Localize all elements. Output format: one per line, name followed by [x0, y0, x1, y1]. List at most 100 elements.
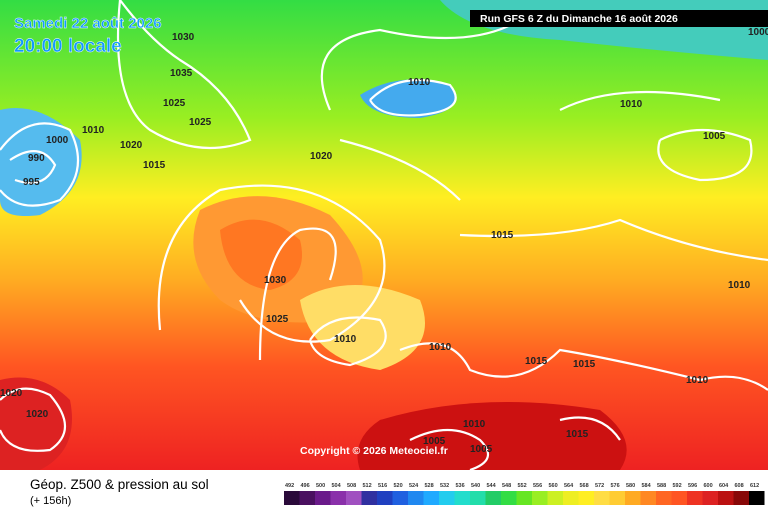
legend-swatch [687, 491, 703, 505]
legend-swatch [532, 491, 548, 505]
legend-value: 548 [502, 483, 511, 489]
legend-value: 516 [378, 483, 387, 489]
legend-value: 512 [363, 483, 372, 489]
isobar-label: 1005 [470, 444, 493, 455]
legend-value: 492 [285, 483, 294, 489]
legend-swatch [718, 491, 734, 505]
field [0, 0, 768, 470]
run-info: Run GFS 6 Z du Dimanche 16 août 2026 [480, 13, 678, 25]
product-title: Géop. Z500 & pression au sol [30, 477, 209, 492]
legend-value: 564 [564, 483, 574, 489]
isobar-label: 1005 [703, 131, 726, 142]
legend-value: 524 [409, 483, 419, 489]
legend-swatch [423, 491, 439, 505]
legend-swatch [299, 491, 315, 505]
legend-swatch [361, 491, 377, 505]
isobar-label: 1020 [120, 140, 143, 151]
legend-value: 560 [549, 483, 558, 489]
isobar-label: 1015 [566, 429, 589, 440]
isobar-label: 1020 [26, 409, 49, 420]
legend-swatch [516, 491, 532, 505]
legend-value: 604 [719, 483, 729, 489]
legend-value: 508 [347, 483, 356, 489]
isobar-label: 1005 [423, 436, 446, 447]
isobar-label: 1035 [170, 68, 193, 79]
legend-value: 612 [750, 483, 759, 489]
isobar-label: 990 [28, 153, 45, 164]
legend-value: 608 [735, 483, 744, 489]
legend-value: 496 [301, 483, 310, 489]
legend-value: 544 [487, 483, 497, 489]
legend-value: 584 [642, 483, 652, 489]
legend-swatch [547, 491, 563, 505]
legend-swatch [609, 491, 625, 505]
legend-value: 596 [688, 483, 697, 489]
isobar-label: 1020 [0, 388, 23, 399]
isobar-label: 1015 [525, 356, 548, 367]
isobar-label: 1010 [82, 125, 105, 136]
isobar-label: 1010 [334, 334, 357, 345]
legend-value: 532 [440, 483, 449, 489]
legend-swatch [501, 491, 517, 505]
isobar-label: 1000 [46, 135, 69, 146]
legend-swatch [377, 491, 393, 505]
legend-value: 552 [518, 483, 527, 489]
isobar-label: 1010 [620, 99, 643, 110]
legend-value: 528 [425, 483, 434, 489]
legend-swatch [315, 491, 331, 505]
valid-date: Samedi 22 août 2026 [14, 15, 162, 32]
legend-swatch [594, 491, 610, 505]
legend-value: 504 [332, 483, 342, 489]
legend-swatch [640, 491, 656, 505]
legend-swatch [392, 491, 408, 505]
legend-swatch [330, 491, 346, 505]
color-legend: 492 496 500 504 508 512 516 520 524 528 532 536 540 5… [284, 483, 765, 505]
legend-value: 536 [456, 483, 465, 489]
isobar-label: 1015 [143, 160, 166, 171]
legend-swatch [671, 491, 687, 505]
legend-value: 600 [704, 483, 713, 489]
legend-swatch [733, 491, 749, 505]
legend-swatch [284, 491, 300, 505]
legend-swatch [470, 491, 486, 505]
legend-value: 580 [626, 483, 635, 489]
legend-value: 520 [394, 483, 403, 489]
copyright: Copyright © 2026 Meteociel.fr [300, 445, 448, 457]
isobar-labels: 1030103510251025101010101005100099099510… [0, 27, 768, 455]
isobar-label: 1010 [728, 280, 751, 291]
legend-swatch [656, 491, 672, 505]
legend-value: 568 [580, 483, 589, 489]
isobar-label: 1030 [264, 275, 287, 286]
isobar-label: 1030 [172, 32, 195, 43]
isobar-label: 1020 [310, 151, 333, 162]
isobar-label: 1010 [686, 375, 709, 386]
legend-value: 588 [657, 483, 666, 489]
legend-swatch [454, 491, 470, 505]
legend-swatch [578, 491, 594, 505]
isobar-label: 1025 [266, 314, 289, 325]
isobar-label: 1015 [491, 230, 514, 241]
legend-swatch [439, 491, 455, 505]
legend-value: 500 [316, 483, 325, 489]
legend-swatch [702, 491, 718, 505]
legend-swatch [485, 491, 501, 505]
isobar-label: 1025 [163, 98, 186, 109]
legend-swatch [749, 491, 765, 505]
forecast-hour: (+ 156h) [30, 495, 71, 507]
legend-value: 576 [611, 483, 620, 489]
legend-swatch [346, 491, 362, 505]
isobar-label: 1015 [573, 359, 596, 370]
legend-value: 540 [471, 483, 480, 489]
legend-value: 556 [533, 483, 542, 489]
isobar-label: 1025 [189, 117, 212, 128]
isobars [0, 0, 768, 470]
isobar-label: 995 [23, 177, 40, 188]
legend-swatch [563, 491, 579, 505]
isobar-label: 1000 [748, 27, 768, 38]
isobar-label: 1010 [429, 342, 452, 353]
isobar-label: 1010 [408, 77, 431, 88]
legend-value: 592 [673, 483, 682, 489]
isobar-label: 1010 [463, 419, 486, 430]
legend-value: 572 [595, 483, 604, 489]
